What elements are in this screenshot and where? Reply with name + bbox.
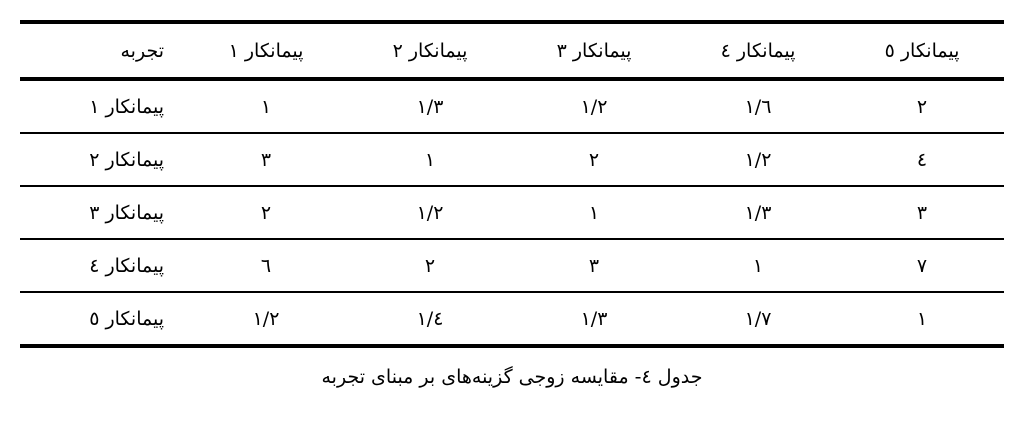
cell-value: ١/٣ bbox=[744, 201, 772, 224]
value-cell: ٣ bbox=[512, 255, 676, 277]
cell-value: ٣ bbox=[588, 254, 600, 277]
cell-value: ٢ bbox=[260, 201, 272, 224]
cell-value: ٣ bbox=[260, 148, 272, 171]
row-label: پیمانکار ٤ bbox=[89, 254, 164, 277]
value-cell: ١/٢ bbox=[676, 149, 840, 171]
row-divider bbox=[20, 291, 1004, 293]
header-cell: پیمانکار ٤ bbox=[720, 39, 796, 62]
header-row: تجربه پیمانکار ١ پیمانکار ٢ پیمانکار ٣ پ… bbox=[20, 24, 1004, 77]
table-row: پیمانکار ٤ ٦ ٢ ٣ ١ ٧ bbox=[20, 240, 1004, 291]
row-divider bbox=[20, 132, 1004, 134]
cell-value: ١/٢ bbox=[744, 148, 772, 171]
top-rule bbox=[20, 20, 1004, 24]
header-cell: پیمانکار ٥ bbox=[884, 39, 960, 62]
value-cell: ٣ bbox=[184, 149, 348, 171]
value-cell: ١/٣ bbox=[512, 308, 676, 330]
cell-value: ١/٢ bbox=[252, 307, 280, 330]
value-cell: ١/٣ bbox=[676, 202, 840, 224]
value-cell: ٦ bbox=[184, 255, 348, 277]
cell-value: ٢ bbox=[588, 148, 600, 171]
value-cell: ١/٤ bbox=[348, 308, 512, 330]
value-cell: ١ bbox=[512, 202, 676, 224]
value-cell: ١/٧ bbox=[676, 308, 840, 330]
value-cell: ٣ bbox=[840, 202, 1004, 224]
row-divider bbox=[20, 185, 1004, 187]
header-rule bbox=[20, 77, 1004, 81]
row-label: پیمانکار ٥ bbox=[89, 307, 164, 330]
table-row: پیمانکار ٣ ٢ ١/٢ ١ ١/٣ ٣ bbox=[20, 187, 1004, 238]
value-cell: ٧ bbox=[840, 255, 1004, 277]
cell-value: ٢ bbox=[424, 254, 436, 277]
table-row: پیمانکار ٥ ١/٢ ١/٤ ١/٣ ١/٧ ١ bbox=[20, 293, 1004, 344]
cell-value: ٦ bbox=[260, 254, 272, 277]
table-row: پیمانکار ٢ ٣ ١ ٢ ١/٢ ٤ bbox=[20, 134, 1004, 185]
header-cell: پیمانکار ٣ bbox=[556, 39, 632, 62]
bottom-rule bbox=[20, 344, 1004, 348]
header-cell: پیمانکار ١ bbox=[228, 39, 304, 62]
header-cell: تجربه bbox=[120, 39, 164, 62]
value-cell: ١/٢ bbox=[348, 202, 512, 224]
cell-value: ١ bbox=[588, 201, 600, 224]
value-cell: ١ bbox=[184, 96, 348, 118]
value-cell: ١/٢ bbox=[512, 96, 676, 118]
value-cell: ٤ bbox=[840, 149, 1004, 171]
cell-value: ٤ bbox=[916, 148, 928, 171]
row-label: پیمانکار ١ bbox=[89, 95, 164, 118]
value-cell: ١ bbox=[348, 149, 512, 171]
cell-value: ٧ bbox=[916, 254, 928, 277]
value-cell: ٢ bbox=[348, 255, 512, 277]
cell-value: ١/٤ bbox=[416, 307, 444, 330]
value-cell: ١/٦ bbox=[676, 96, 840, 118]
row-label: پیمانکار ٣ bbox=[89, 201, 164, 224]
cell-value: ٣ bbox=[916, 201, 928, 224]
cell-value: ١ bbox=[916, 307, 928, 330]
value-cell: ١/٢ bbox=[184, 308, 348, 330]
value-cell: ١/٣ bbox=[348, 96, 512, 118]
cell-value: ١/٣ bbox=[580, 307, 608, 330]
cell-value: ٢ bbox=[916, 95, 928, 118]
cell-value: ١ bbox=[752, 254, 764, 277]
table-caption: جدول ٤- مقایسه زوجی گزینه‌های بر مبنای ت… bbox=[321, 366, 703, 388]
value-cell: ٢ bbox=[840, 96, 1004, 118]
header-cell: پیمانکار ٢ bbox=[392, 39, 468, 62]
value-cell: ١ bbox=[676, 255, 840, 277]
value-cell: ١ bbox=[840, 308, 1004, 330]
cell-value: ١/٣ bbox=[416, 95, 444, 118]
row-divider bbox=[20, 238, 1004, 240]
cell-value: ١/٧ bbox=[744, 307, 772, 330]
table-row: پیمانکار ١ ١ ١/٣ ١/٢ ١/٦ ٢ bbox=[20, 81, 1004, 132]
cell-value: ١ bbox=[424, 148, 436, 171]
cell-value: ١/٦ bbox=[744, 95, 772, 118]
value-cell: ٢ bbox=[184, 202, 348, 224]
cell-value: ١/٢ bbox=[580, 95, 608, 118]
value-cell: ٢ bbox=[512, 149, 676, 171]
cell-value: ١/٢ bbox=[416, 201, 444, 224]
cell-value: ١ bbox=[260, 95, 272, 118]
row-label: پیمانکار ٢ bbox=[89, 148, 164, 171]
pairwise-comparison-table: تجربه پیمانکار ١ پیمانکار ٢ پیمانکار ٣ پ… bbox=[20, 20, 1004, 348]
